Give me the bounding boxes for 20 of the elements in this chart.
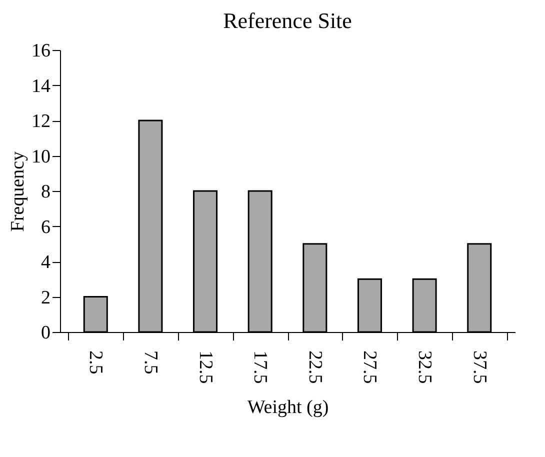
y-tick-label: 4: [41, 252, 51, 273]
y-tick-label: 12: [32, 111, 50, 132]
x-tick-label: 32.5: [414, 350, 436, 384]
y-tick-label: 14: [32, 76, 51, 97]
x-axis-title: Weight (g): [247, 396, 329, 418]
x-tick-label: 12.5: [194, 350, 216, 384]
x-tick-label: 22.5: [304, 350, 326, 384]
y-tick-label: 2: [41, 287, 50, 308]
x-tick-label: 27.5: [359, 350, 380, 384]
chart-title: Reference Site: [223, 8, 352, 33]
y-tick-label: 8: [41, 182, 50, 202]
x-tick-label: 7.5: [140, 350, 161, 374]
x-tick-label: 17.5: [250, 350, 271, 384]
y-tick-label: 6: [41, 216, 50, 238]
y-tick-label: 0: [41, 322, 50, 344]
y-tick-label: 16: [32, 40, 50, 62]
x-tick-label: 37.5: [468, 350, 490, 384]
x-tick-label: 2.5: [85, 350, 106, 374]
y-tick-label: 10: [32, 146, 50, 168]
y-axis-title: Frequency: [8, 150, 28, 232]
